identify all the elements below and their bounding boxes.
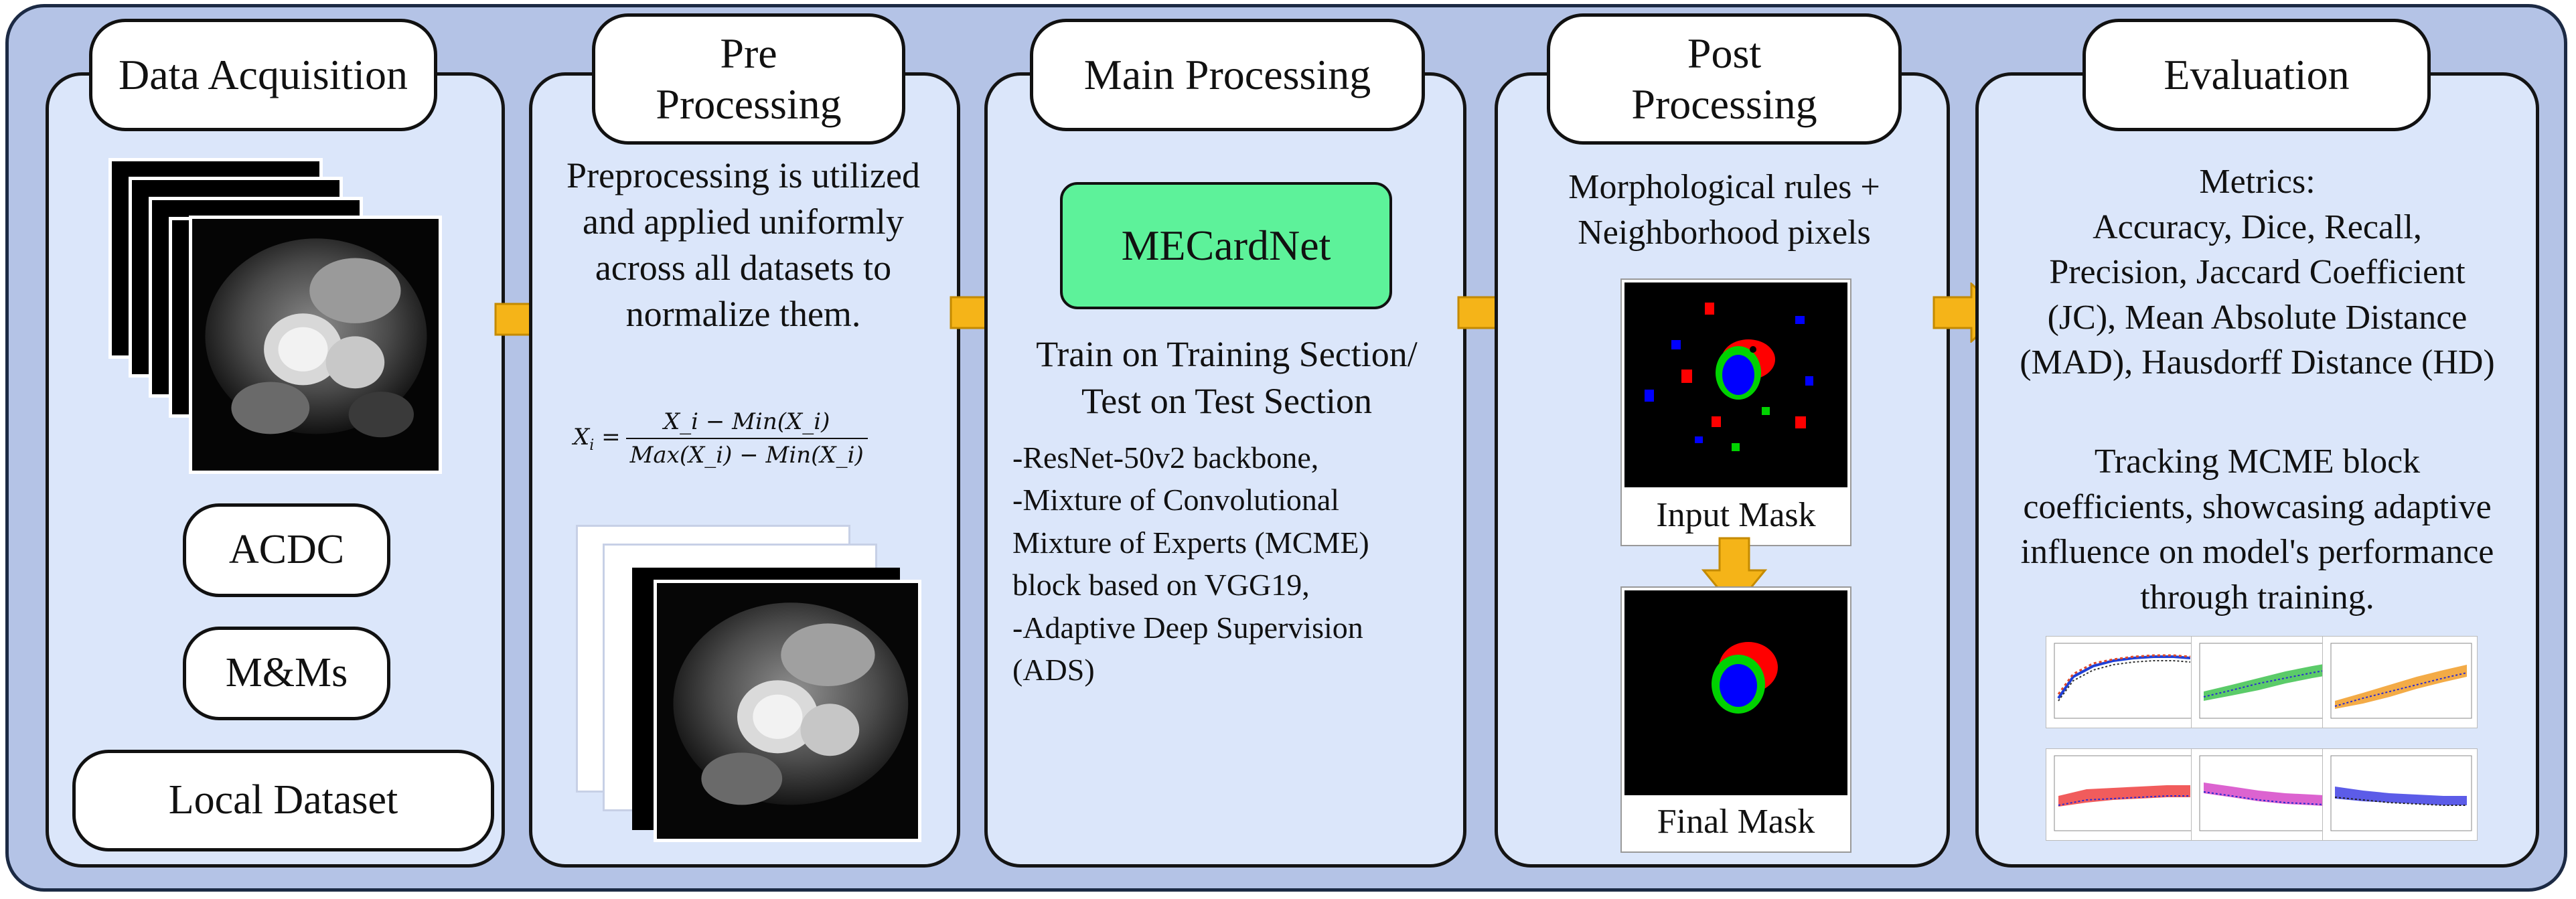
main-processing-title: Main Processing <box>1030 19 1425 131</box>
formula-lhs-subscript: i <box>589 436 595 454</box>
formula-numerator: X_i − Min(X_i) <box>663 408 830 435</box>
post-processing-title-line-2: Processing <box>1631 80 1817 128</box>
tracking-text: Tracking MCME block coefficients, showca… <box>1983 439 2531 620</box>
normalized-mri-image <box>654 580 921 842</box>
metrics-line-1: Metrics: <box>2199 163 2316 201</box>
mecardnet-model-box: MECardNet <box>1060 182 1392 309</box>
pre-processing-title-line-1: Pre <box>720 29 777 78</box>
model-detail-line-2: -Mixture of Convolutional <box>1012 483 1340 517</box>
train-test-text: Train on Training Section/ Test on Test … <box>992 331 1461 424</box>
rule-line-1: Morphological rules + <box>1568 168 1880 206</box>
evaluation-panel <box>1975 72 2539 868</box>
pre-processing-title: Pre Processing <box>592 13 905 145</box>
train-test-line-1: Train on Training Section/ <box>1036 334 1418 374</box>
model-detail-line-3: Mixture of Experts (MCME) <box>1012 525 1369 560</box>
coefficient-plot-4 <box>2046 748 2201 841</box>
pre-processing-description: Preprocessing is utilized and applied un… <box>566 155 920 335</box>
final-mask-label: Final Mask <box>1657 803 1815 841</box>
metrics-line-5: (MAD), Hausdorff Distance (HD) <box>2020 343 2495 382</box>
tracking-line-2: coefficients, showcasing adaptive <box>2023 487 2492 526</box>
pre-processing-title-line-2: Processing <box>656 80 842 128</box>
model-detail-line-5: -Adaptive Deep Supervision <box>1012 610 1363 645</box>
rule-line-2: Neighborhood pixels <box>1578 213 1871 252</box>
dataset-local: Local Dataset <box>72 750 494 851</box>
coefficient-plot-6 <box>2322 748 2478 841</box>
normalization-formula: Xi = X_i − Min(X_i) Max(X_i) − Min(X_i) <box>573 402 921 475</box>
tracking-line-4: through training. <box>2140 578 2374 617</box>
metrics-line-4: (JC), Mean Absolute Distance <box>2047 298 2468 337</box>
metrics-line-3: Precision, Jaccard Coefficient <box>2049 253 2466 292</box>
input-mask-label: Input Mask <box>1656 496 1816 534</box>
model-detail-line-4: block based on VGG19, <box>1012 568 1310 602</box>
model-detail-line-6: (ADS) <box>1012 653 1095 687</box>
formula-denominator: Max(X_i) − Min(X_i) <box>629 442 864 469</box>
post-processing-title-line-1: Post <box>1687 29 1762 78</box>
coefficient-plot-5 <box>2191 748 2346 841</box>
dataset-mms: M&Ms <box>183 627 390 720</box>
dataset-acdc: ACDC <box>183 503 390 597</box>
model-details-text: -ResNet-50v2 backbone, -Mixture of Convo… <box>1012 436 1454 691</box>
metrics-text: Metrics: Accuracy, Dice, Recall, Precisi… <box>1983 159 2531 386</box>
metrics-line-2: Accuracy, Dice, Recall, <box>2093 208 2422 246</box>
tracking-line-3: influence on model's performance <box>2020 533 2494 572</box>
post-processing-title: Post Processing <box>1547 13 1902 145</box>
final-mask-card: Final Mask <box>1620 586 1851 853</box>
final-mask-image <box>1624 590 1847 795</box>
cardiac-mri-image <box>189 216 442 474</box>
coefficient-plot-3 <box>2322 636 2478 728</box>
formula-lhs: X <box>573 423 590 451</box>
coefficient-plot-1 <box>2046 636 2201 728</box>
coefficient-plot-2 <box>2191 636 2346 728</box>
train-test-line-2: Test on Test Section <box>1081 381 1372 422</box>
model-detail-line-1: -ResNet-50v2 backbone, <box>1012 440 1319 475</box>
input-mask-card: Input Mask <box>1620 278 1851 546</box>
tracking-line-1: Tracking MCME block <box>2094 442 2421 481</box>
input-mask-image <box>1624 282 1847 487</box>
data-acquisition-title: Data Acquisition <box>89 19 437 131</box>
post-processing-rules: Morphological rules + Neighborhood pixel… <box>1507 165 1942 255</box>
evaluation-title: Evaluation <box>2082 19 2431 131</box>
